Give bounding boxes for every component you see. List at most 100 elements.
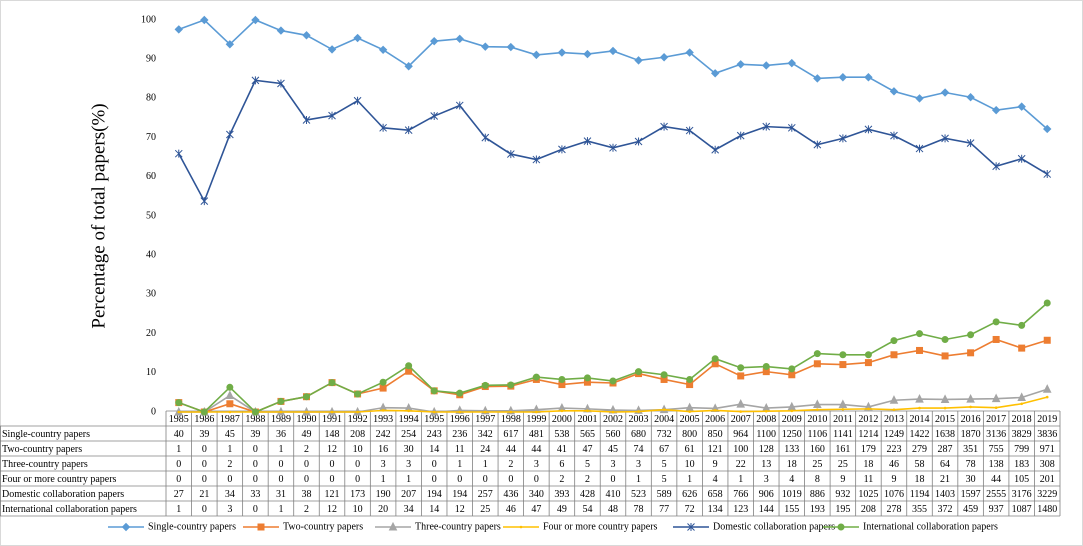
x-tick-label: 1996 — [450, 414, 470, 425]
table-row-label: Four or more country papers — [2, 474, 117, 485]
data-point — [966, 139, 975, 148]
table-cell: 100 — [733, 444, 748, 455]
data-point — [634, 56, 643, 65]
table-cell: 1 — [483, 459, 488, 470]
data-point — [713, 409, 717, 412]
table-cell: 12 — [455, 504, 465, 515]
table-cell: 1638 — [935, 429, 955, 440]
data-point — [509, 410, 513, 414]
table-cell: 1250 — [782, 429, 802, 440]
data-point — [941, 352, 949, 360]
data-point — [506, 42, 516, 52]
table-cell: 340 — [529, 489, 544, 500]
data-point — [226, 400, 234, 408]
data-point — [1018, 321, 1026, 329]
table-cell: 208 — [861, 504, 876, 515]
table-cell: 183 — [1014, 459, 1029, 470]
data-point — [481, 133, 490, 142]
data-point — [455, 34, 464, 44]
table-cell: 74 — [634, 444, 644, 455]
data-point — [813, 360, 821, 368]
y-tick-label: 60 — [146, 171, 156, 182]
x-tick-label: 2016 — [961, 414, 981, 425]
table-cell: 30 — [966, 474, 976, 485]
table-cell: 279 — [912, 444, 927, 455]
data-point — [711, 145, 720, 154]
table-cell: 194 — [427, 489, 442, 500]
table-cell: 937 — [989, 504, 1004, 515]
table-cell: 4 — [789, 474, 794, 485]
data-point — [404, 62, 413, 71]
data-point — [481, 381, 489, 389]
data-point — [302, 31, 311, 40]
table-cell: 3 — [227, 504, 232, 515]
table-cell: 160 — [810, 444, 825, 455]
x-tick-label: 2015 — [935, 414, 955, 425]
table-row-label: Single-country papers — [2, 429, 90, 440]
data-point — [634, 137, 643, 146]
table-cell: 46 — [889, 459, 899, 470]
data-point — [378, 45, 388, 54]
data-point — [788, 365, 796, 373]
y-axis-label: Percentage of total papers(%) — [88, 103, 109, 328]
x-tick-label: 2003 — [629, 414, 649, 425]
data-point — [736, 131, 745, 140]
legend-marker — [257, 523, 265, 531]
data-point — [251, 408, 259, 416]
data-point — [813, 74, 822, 83]
table-cell: 732 — [657, 429, 672, 440]
data-point — [867, 407, 870, 411]
y-tick-label: 80 — [146, 93, 156, 104]
x-tick-label: 2013 — [884, 414, 904, 425]
data-point — [816, 408, 819, 411]
table-cell: 133 — [784, 444, 799, 455]
data-point — [838, 73, 848, 82]
x-tick-label: 2019 — [1037, 414, 1057, 425]
data-point — [967, 331, 975, 339]
x-tick-label: 1997 — [475, 414, 495, 425]
data-point — [379, 123, 387, 132]
table-cell: 1 — [738, 474, 743, 485]
table-cell: 351 — [963, 444, 978, 455]
table-cell: 3136 — [986, 429, 1006, 440]
data-point — [228, 410, 232, 414]
data-point — [659, 53, 669, 62]
data-point — [1043, 124, 1052, 134]
table-cell: 0 — [202, 504, 207, 515]
table-cell: 194 — [452, 489, 467, 500]
table-cell: 1 — [176, 504, 181, 515]
x-tick-label: 1988 — [245, 414, 265, 425]
table-cell: 538 — [554, 429, 569, 440]
table-cell: 0 — [508, 474, 513, 485]
table-cell: 14 — [429, 504, 439, 515]
data-point — [174, 25, 183, 34]
table-row-label: Two-country papers — [2, 444, 82, 455]
data-point — [586, 409, 589, 413]
data-point — [762, 61, 771, 70]
y-tick-label: 0 — [151, 406, 156, 417]
data-point — [918, 406, 921, 410]
table-cell: 18 — [863, 459, 873, 470]
table-cell: 755 — [989, 444, 1004, 455]
data-point — [558, 145, 566, 154]
data-point — [710, 69, 720, 78]
table-cell: 16 — [378, 444, 388, 455]
table-cell: 208 — [350, 429, 365, 440]
table-cell: 428 — [580, 489, 595, 500]
table-cell: 0 — [534, 474, 539, 485]
table-cell: 38 — [301, 489, 311, 500]
data-point — [1043, 336, 1051, 344]
data-point — [916, 346, 924, 354]
table-cell: 21 — [940, 474, 950, 485]
data-point — [838, 399, 848, 409]
data-point — [583, 374, 591, 382]
data-point — [662, 408, 666, 411]
legend-marker — [121, 522, 131, 532]
table-cell: 1019 — [782, 489, 802, 500]
data-point — [762, 363, 770, 371]
table-cell: 1 — [278, 444, 283, 455]
data-point — [225, 40, 235, 49]
table-cell: 47 — [531, 504, 541, 515]
table-cell: 680 — [631, 429, 646, 440]
